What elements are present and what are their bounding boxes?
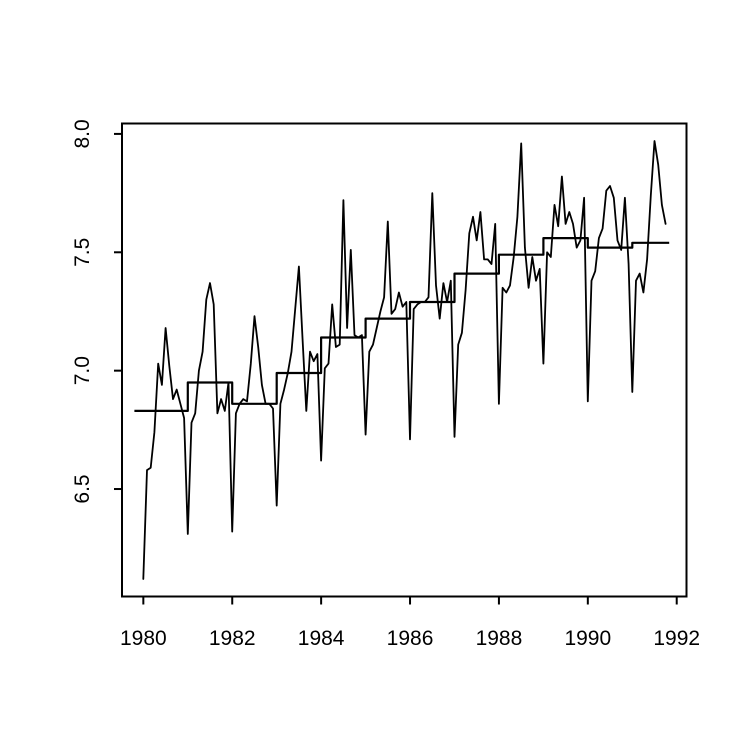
y-tick-label: 6.5 — [71, 474, 94, 503]
monthly-series-line — [142, 140, 667, 580]
plot-border — [121, 122, 688, 598]
x-tick-label: 1984 — [298, 627, 345, 650]
x-tick-label: 1992 — [653, 627, 700, 650]
x-tick-label: 1990 — [564, 627, 611, 650]
x-tick-label: 1980 — [120, 627, 167, 650]
y-tick-label: 7.5 — [71, 238, 94, 267]
y-tick-label: 8.0 — [71, 119, 94, 148]
x-tick-label: 1982 — [209, 627, 256, 650]
y-tick-label: 7.0 — [71, 356, 94, 385]
annual-mean-step-line — [134, 237, 670, 412]
x-tick-label: 1986 — [387, 627, 434, 650]
x-tick-label: 1988 — [476, 627, 523, 650]
